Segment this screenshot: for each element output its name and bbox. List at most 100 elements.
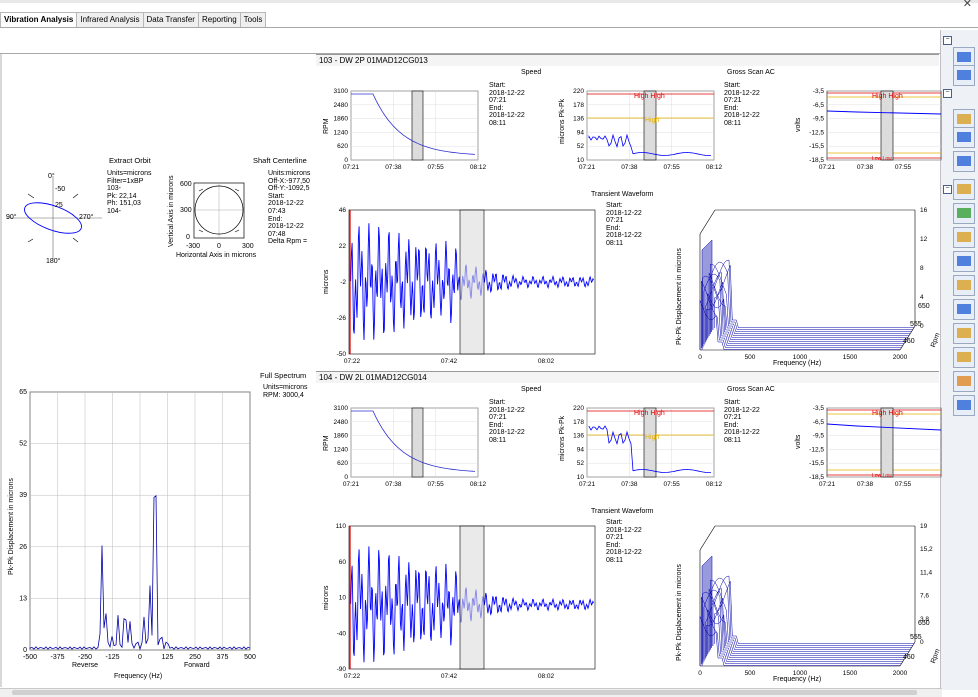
waterfall-trace: [701, 597, 902, 664]
waterfall-trace: [706, 598, 907, 656]
point-header[interactable]: 103 - DW 2P 01MAD12CG013: [316, 54, 939, 66]
point-header[interactable]: 104 - DW 2L 01MAD12CG014: [316, 371, 939, 383]
tab-infrared-analysis[interactable]: Infrared Analysis: [76, 12, 144, 27]
orbit-angle-270: 270°: [79, 214, 94, 221]
collapse-icon[interactable]: −: [943, 185, 952, 194]
centerline-icon: [957, 352, 971, 362]
multi-trend-button[interactable]: [953, 179, 975, 200]
trend-button[interactable]: [953, 109, 975, 130]
waterfall-xtick: 2000: [893, 670, 908, 677]
full-spectrum-info: Units=microns RPM: 3000,4: [263, 384, 308, 399]
waterfall-trace: [711, 261, 912, 332]
alarm-high-label: High: [645, 434, 660, 441]
transient-ytick: -50: [337, 351, 347, 358]
waterfall-ylabel: Pk-Pk Displacement in microns: [676, 248, 683, 345]
waterfall-rpm-tick: 460: [903, 338, 915, 345]
phase-button[interactable]: [953, 275, 975, 296]
horizontal-scrollbar[interactable]: [0, 688, 942, 697]
centerline-ytick: 0: [186, 234, 190, 241]
close-icon[interactable]: ✕: [962, 0, 972, 10]
full-spectrum-ytick: 39: [19, 492, 27, 499]
gross-scan-xtick: 07:21: [579, 481, 596, 488]
command-bar[interactable]: [0, 27, 978, 54]
waterfall-ztick: 3,8: [920, 616, 929, 623]
tab-bar: Vibration Analysis Infrared Analysis Dat…: [0, 12, 267, 28]
trend-icon: [957, 114, 971, 124]
waterfall-trace: [703, 589, 904, 660]
speed-ylabel: RPM: [323, 118, 330, 134]
waterfall-trace: [707, 609, 908, 654]
full-spectrum-forward: Forward: [184, 662, 210, 669]
centerline-xtick: -300: [186, 243, 201, 250]
window-marker: [459, 525, 485, 670]
transient-xtick: 07:42: [441, 358, 458, 365]
speed-xtick: 07:21: [343, 481, 360, 488]
centerline-xlabel: Horizontal Axis in microns: [176, 252, 257, 259]
waterfall-button[interactable]: [953, 395, 975, 416]
scroll-thumb[interactable]: [12, 690, 917, 695]
waterfall-trace: [706, 282, 907, 340]
transient-ytick: 46: [339, 207, 347, 214]
tab-data-transfer[interactable]: Data Transfer: [142, 12, 199, 27]
orbit-button[interactable]: [953, 227, 975, 248]
alarm-high-high-label: High High: [634, 93, 665, 100]
cascade-button[interactable]: [953, 371, 975, 392]
waterfall-trace: [710, 579, 911, 650]
gross-scan-xtick: 07:38: [621, 164, 638, 171]
window-marker: [411, 407, 424, 478]
orbit-icon: [957, 232, 971, 242]
volts-ytick: -6,5: [813, 419, 825, 426]
volts-ytick: -18,5: [809, 157, 824, 164]
waterfall-trace: [711, 577, 912, 648]
volts-xtick: 07:38: [857, 164, 874, 171]
speed-xtick: 08:12: [470, 164, 487, 171]
waterfall-trace: [712, 259, 913, 330]
spectrum-button[interactable]: [953, 127, 975, 148]
speed-xtick: 07:55: [428, 164, 445, 171]
transient-title: Transient Waveform: [591, 191, 654, 198]
orbit-filter-button[interactable]: [953, 251, 975, 272]
orbit-filter-icon: [957, 256, 971, 266]
waterfall-trace: [708, 588, 910, 652]
speed-xtick: 07:55: [428, 481, 445, 488]
tab-reporting[interactable]: Reporting: [197, 12, 241, 27]
collapse-icon[interactable]: −: [943, 89, 952, 98]
transient-info: Start: 2018-12-22 07:21 End: 2018-12-22 …: [606, 202, 642, 247]
waterfall-xlabel: Frequency (Hz): [773, 676, 822, 683]
speed-info: Start: 2018-12-22 07:21 End: 2018-12-22 …: [489, 399, 525, 444]
color-map-button[interactable]: [953, 203, 975, 224]
full-spectrum-xtick: 375: [217, 654, 229, 661]
waterfall-trace: [710, 263, 911, 334]
gross-scan-xtick: 08:12: [706, 164, 723, 171]
transient-xtick: 07:22: [344, 358, 361, 365]
bode-button[interactable]: [953, 299, 975, 320]
gross-scan-ytick: 178: [573, 419, 584, 426]
full-spectrum-xtick: 125: [162, 654, 174, 661]
alarm-low-low-label: Low Low: [872, 473, 892, 479]
full-spectrum-xlabel: Frequency (Hz): [114, 673, 163, 680]
waterfall-icon: [957, 400, 971, 410]
volts-xtick: 07:55: [895, 164, 912, 171]
tab-tools[interactable]: Tools: [239, 12, 267, 27]
centerline-button[interactable]: [953, 347, 975, 368]
transient-ytick: 10: [339, 595, 347, 602]
full-spectrum-xtick: -500: [23, 654, 37, 661]
full-spectrum-ytick: 26: [19, 544, 27, 551]
speed-trace: [351, 93, 476, 155]
volts-ylabel: volts: [795, 434, 802, 449]
waterfall-xlabel: Frequency (Hz): [773, 360, 822, 367]
collapse-icon[interactable]: −: [943, 36, 952, 45]
cursor-button[interactable]: [953, 65, 975, 86]
waterfall-trace: [707, 293, 908, 338]
waveform-button[interactable]: [953, 151, 975, 172]
orbit-angle-180: 180°: [46, 258, 61, 265]
polar-button[interactable]: [953, 323, 975, 344]
volts-ytick: -15,5: [809, 143, 824, 150]
gross-scan-xtick: 07:55: [664, 164, 681, 171]
tab-vibration-analysis[interactable]: Vibration Analysis: [0, 12, 78, 28]
waterfall-xtick: 1500: [843, 670, 858, 677]
multi-trend-icon: [957, 184, 971, 194]
orbit-angle-0: 0°: [48, 173, 55, 180]
